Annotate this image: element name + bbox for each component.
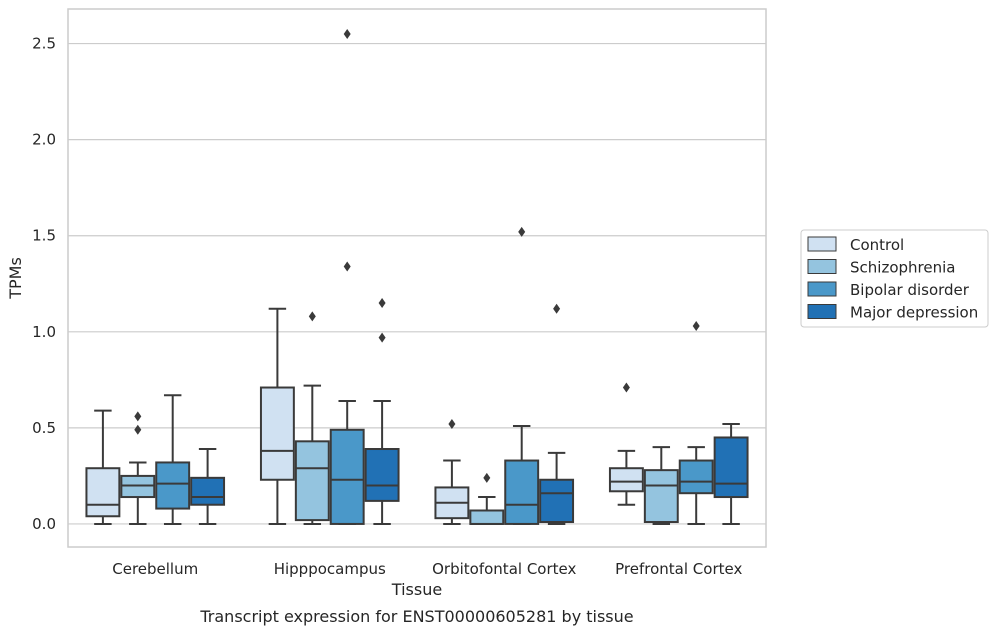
y-axis-title: TPMs [6,257,25,300]
box-cerebellum-control [85,409,121,525]
box-iqr [643,469,679,524]
y-tick-label: 2.0 [32,131,56,149]
box-iqr [678,459,714,495]
outlier-point [622,382,630,393]
y-tick-label: 0.5 [32,419,56,437]
box-cerebellum-bipolar-disorder [155,394,191,525]
series-control [85,307,644,525]
outlier-point [343,261,351,272]
box-iqr [329,428,365,525]
x-tick-label: Hipppocampus [274,560,386,578]
outlier-point [378,332,386,343]
box-iqr [608,467,644,493]
legend: Control Schizophrenia Bipolar disorder Majo… [800,229,989,328]
box-iqr [364,448,400,502]
x-tick-label: Orbitofontal Cortex [432,560,576,578]
box-prefrontal-cortex-control [608,382,644,506]
box-cerebellum-schizophrenia [120,411,156,525]
plot-frame [67,8,767,548]
legend-item-major-depression: Major depression [807,304,978,322]
legend-label: Major depression [850,304,978,322]
box-orbitofontal-cortex-schizophrenia [469,472,505,525]
x-axis-title: Tissue [391,580,442,599]
box-orbitofontal-cortex-major-depression [539,303,575,525]
y-tick-label: 1.5 [32,227,56,245]
outlier-point [134,424,142,435]
box-plots [85,28,749,525]
box-iqr [469,509,505,525]
x-tick-label: Prefrontal Cortex [615,560,742,578]
legend-label: Schizophrenia [850,259,955,277]
legend-item-control: Control [807,236,904,254]
outlier-point [134,411,142,422]
outlier-point [448,419,456,430]
outlier-point [343,28,351,39]
outlier-point [483,472,491,483]
box-orbitofontal-cortex-bipolar-disorder [504,226,540,525]
outlier-point [518,226,526,237]
box-iqr [85,467,121,518]
box-cerebellum-major-depression [190,448,226,525]
box-iqr [713,436,749,499]
x-tick-label: Cerebellum [112,560,198,578]
legend-swatch [807,304,837,319]
box-prefrontal-cortex-bipolar-disorder [678,321,714,525]
outlier-point [378,297,386,308]
legend-item-bipolar-disorder: Bipolar disorder [807,281,970,299]
box-iqr [539,478,575,524]
y-tick-label: 2.5 [32,35,56,53]
y-tick-label: 1.0 [32,323,56,341]
box-hipppocampus-bipolar-disorder [329,28,365,525]
box-iqr [155,461,191,510]
box-hipppocampus-major-depression [364,297,400,525]
legend-frame [800,229,989,328]
y-tick-label: 0.0 [32,515,56,533]
legend-swatch [807,281,837,297]
box-iqr [294,440,330,522]
x-tick-labels: Cerebellum Hipppocampus Orbitofontal Corte… [112,560,742,578]
chart-caption: Transcript expression for ENST0000060528… [199,607,633,626]
box-prefrontal-cortex-major-depression [713,423,749,525]
legend-swatch [807,236,837,252]
box-hipppocampus-schizophrenia [294,311,330,525]
outlier-point [553,303,561,314]
outlier-point [308,311,316,322]
box-prefrontal-cortex-schizophrenia [643,446,679,525]
legend-swatch [807,259,837,274]
box-iqr [504,459,540,525]
legend-label: Control [850,236,904,254]
box-hipppocampus-control [259,307,295,525]
series-schizophrenia [120,311,679,525]
box-iqr [190,476,226,506]
gridlines [68,42,766,525]
box-orbitofontal-cortex-control [434,419,470,525]
box-iqr [259,386,295,481]
y-tick-labels: 0.0 0.5 1.0 1.5 2.0 2.5 [32,35,56,533]
series-bipolar-disorder [155,28,714,525]
outlier-point [692,321,700,332]
legend-item-schizophrenia: Schizophrenia [807,259,955,277]
series-major-depression [190,297,749,525]
legend-label: Bipolar disorder [850,281,970,299]
